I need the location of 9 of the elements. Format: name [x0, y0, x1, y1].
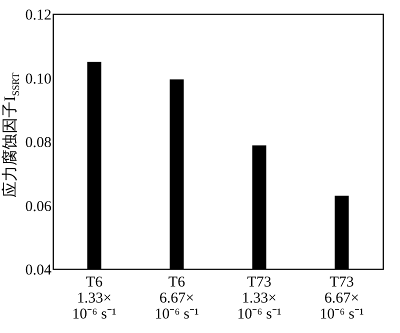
y-tick-label: 0.04 [25, 262, 52, 278]
x-tick-label: T73 6.67× 10⁻⁶ s⁻¹ [320, 274, 364, 322]
y-tick-label: 0.10 [25, 71, 52, 88]
x-tick-label: T6 6.67× 10⁻⁶ s⁻¹ [154, 274, 199, 322]
x-tick-label: T73 1.33× 10⁻⁶ s⁻¹ [237, 274, 282, 322]
y-tick-label: 0.06 [25, 198, 52, 215]
y-tick-label: 0.08 [25, 135, 52, 151]
y-tick-label: 0.12 [25, 8, 52, 24]
x-tick-label: T6 1.33× 10⁻⁶ s⁻¹ [72, 274, 116, 322]
